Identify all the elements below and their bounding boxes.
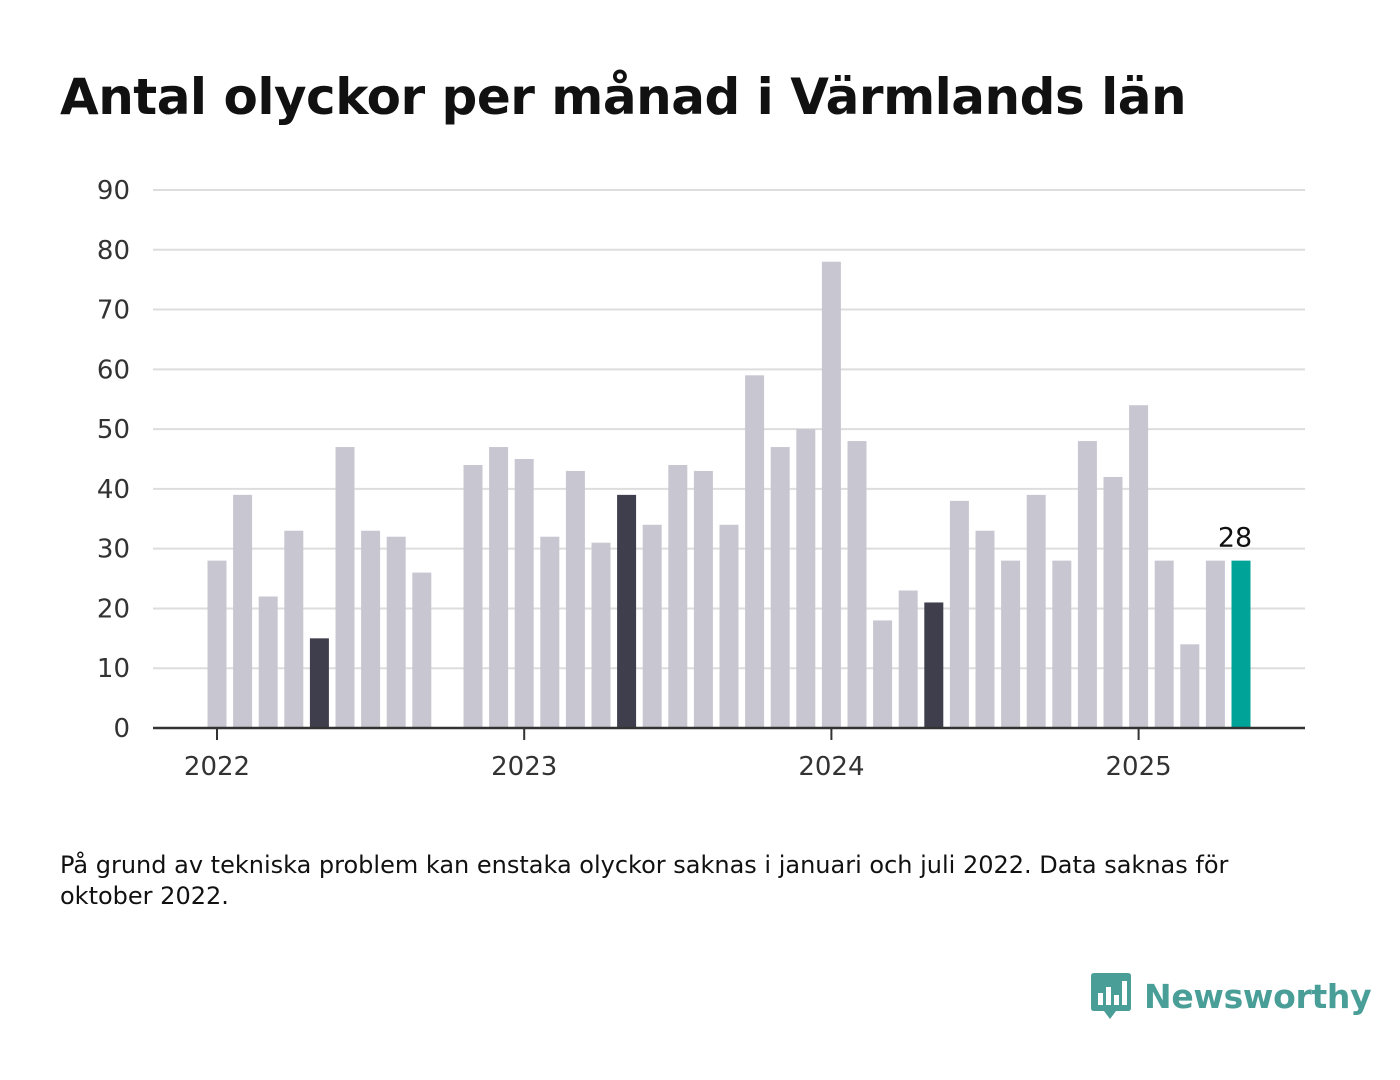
- x-tick-label: 2025: [1106, 752, 1172, 782]
- bar-2022-07: [361, 530, 381, 728]
- bar-2023-07: [668, 464, 688, 728]
- y-axis-labels: 0 10 20 30 40 50 60 70 80 90: [97, 176, 130, 744]
- value-label-latest: 28: [1218, 523, 1252, 554]
- bar-2022-04: [284, 530, 304, 728]
- bar-2024-11: [1077, 441, 1097, 728]
- bar-2023-03: [565, 470, 585, 728]
- bars: [207, 261, 1251, 728]
- footnote: På grund av tekniska problem kan enstaka…: [60, 851, 1229, 910]
- bar-2023-01: [514, 459, 534, 728]
- bar-2022-06: [335, 447, 355, 728]
- y-tick-label: 20: [97, 594, 130, 624]
- bar-2023-05: [617, 494, 637, 728]
- bar-2023-08: [693, 470, 713, 728]
- bar-2024-01: [821, 261, 841, 728]
- bar-2024-09: [1026, 494, 1046, 728]
- bar-chart-bubble-icon: [1091, 973, 1131, 1019]
- bar-2023-06: [642, 524, 662, 728]
- chart-title: Antal olyckor per månad i Värmlands län: [60, 68, 1187, 126]
- y-tick-label: 90: [97, 176, 130, 206]
- x-tick-label: 2023: [491, 752, 557, 782]
- bar-2023-10: [745, 375, 765, 728]
- bar-2022-05: [309, 638, 329, 728]
- y-tick-label: 70: [97, 296, 130, 326]
- x-tick-label: 2024: [798, 752, 864, 782]
- annotations: 28: [1218, 523, 1252, 554]
- bar-2023-09: [719, 524, 739, 728]
- x-tick-label: 2022: [184, 752, 250, 782]
- bar-2023-12: [796, 429, 816, 728]
- bar-2022-02: [233, 494, 253, 728]
- y-tick-label: 10: [97, 654, 130, 684]
- bar-2023-04: [591, 542, 611, 728]
- bar-2022-09: [412, 572, 432, 728]
- y-tick-label: 0: [113, 714, 130, 744]
- bar-2024-06: [949, 500, 969, 728]
- bar-2025-02: [1154, 560, 1174, 728]
- bar-2024-04: [898, 590, 918, 728]
- bar-2023-11: [770, 447, 790, 728]
- bar-2025-04: [1205, 560, 1225, 728]
- bar-chart: 0 10 20 30 40 50 60 70 80 90 2022 2023 2024 2025 28: [97, 176, 1305, 782]
- bar-2025-05: [1231, 560, 1251, 728]
- y-tick-label: 30: [97, 535, 130, 565]
- bar-2024-02: [847, 441, 867, 728]
- y-tick-label: 60: [97, 355, 130, 385]
- bar-2024-12: [1103, 476, 1123, 728]
- bar-2023-02: [540, 536, 560, 728]
- brand-name: Newsworthy: [1144, 976, 1372, 1016]
- brand-logo[interactable]: Newsworthy: [1090, 968, 1372, 1024]
- bar-2025-03: [1180, 644, 1200, 728]
- x-axis-labels: 2022 2023 2024 2025: [184, 752, 1172, 782]
- bar-2022-11: [463, 464, 483, 728]
- x-axis: [153, 726, 1305, 740]
- bar-2024-08: [1001, 560, 1021, 728]
- y-tick-label: 80: [97, 236, 130, 266]
- bar-2022-03: [258, 596, 278, 728]
- bar-2022-12: [489, 447, 509, 728]
- bar-2024-03: [873, 620, 893, 728]
- y-tick-label: 50: [97, 415, 130, 445]
- bar-2025-01: [1129, 405, 1149, 728]
- bar-2024-05: [924, 602, 944, 728]
- bar-2022-08: [386, 536, 406, 728]
- bar-2022-01: [207, 560, 227, 728]
- bar-2024-07: [975, 530, 995, 728]
- bar-2024-10: [1052, 560, 1072, 728]
- y-tick-label: 40: [97, 475, 130, 505]
